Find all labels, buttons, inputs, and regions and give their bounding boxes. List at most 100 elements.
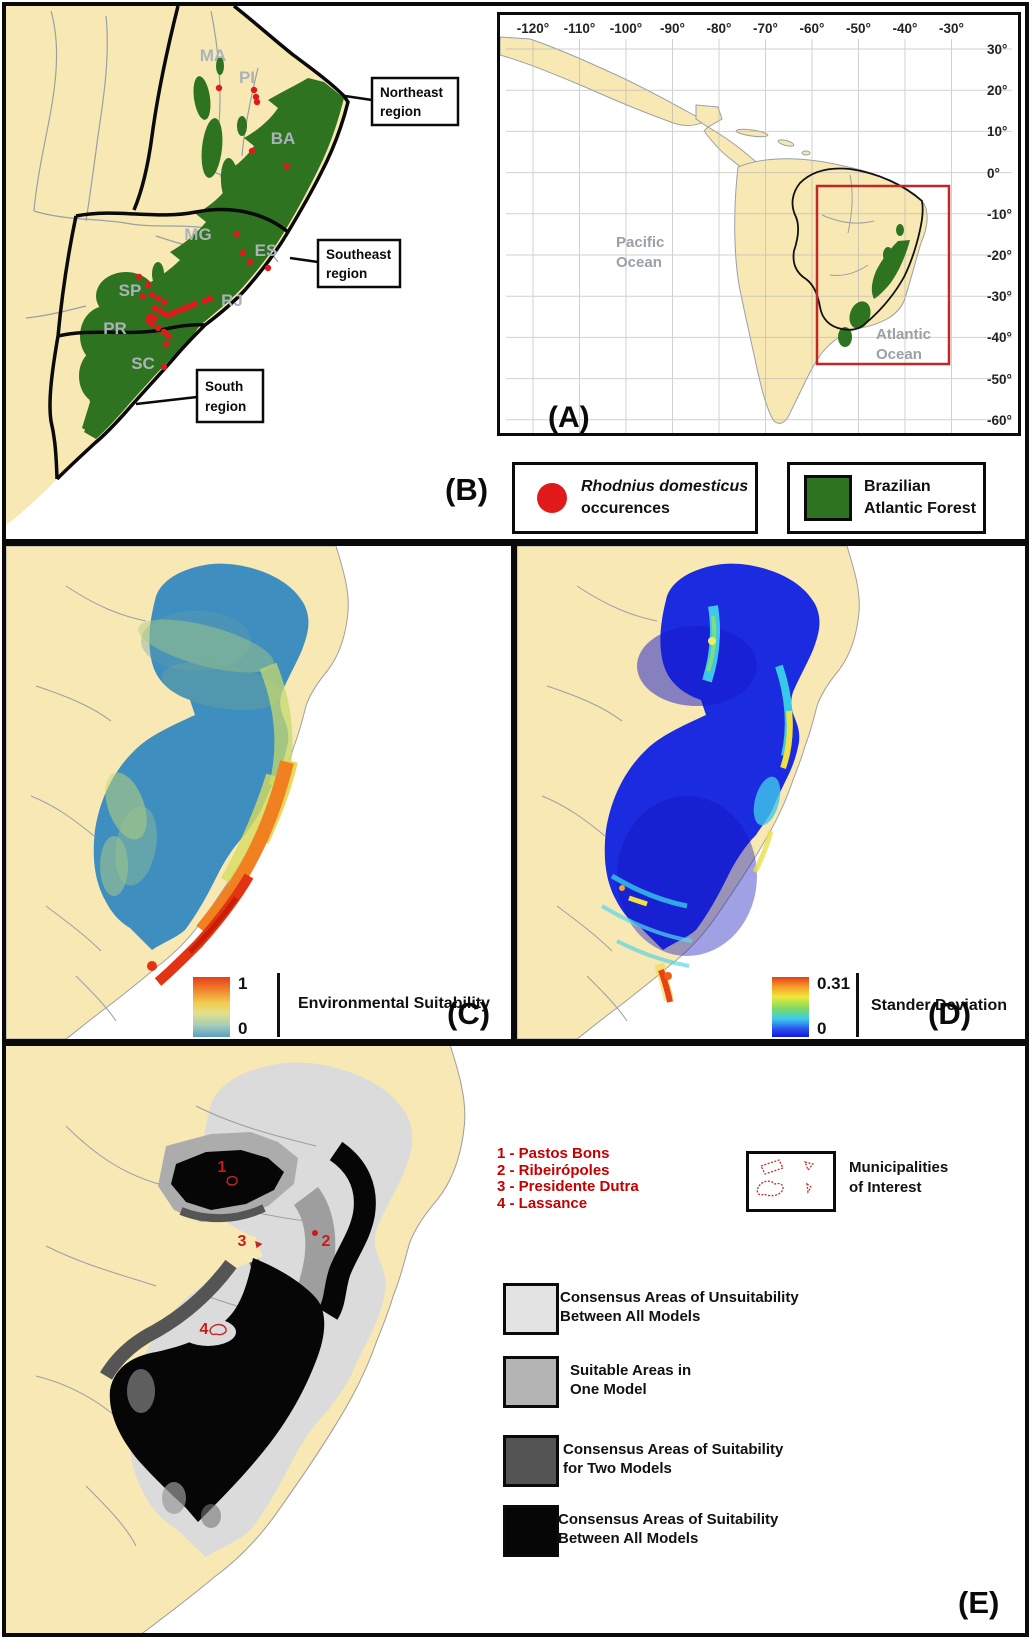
occurrence-dot — [252, 93, 260, 101]
state-label-sp: SP — [119, 281, 142, 300]
x-tick: -80° — [707, 21, 732, 36]
y-tick: 20° — [987, 83, 1007, 98]
state-label-sc: SC — [131, 354, 155, 373]
x-tick: -110° — [564, 21, 596, 36]
pacific-ocean-label: Ocean — [616, 254, 662, 271]
callout-line-south — [135, 395, 198, 406]
legend-label-all-models: Consensus Areas of Suitability Between A… — [558, 1511, 778, 1548]
panel-c-label: (C) — [447, 996, 491, 1031]
occurrence-dot — [148, 291, 156, 299]
callout-box-south — [195, 368, 265, 424]
municipalities-box — [746, 1151, 836, 1212]
x-tick: -30° — [939, 21, 964, 36]
y-tick: 30° — [987, 42, 1007, 57]
study-area-rectangle — [815, 184, 951, 366]
legend-line: Between All Models — [560, 1307, 701, 1325]
occurrence-dot — [144, 281, 152, 289]
occurrence-dot — [201, 297, 209, 305]
land-shapes — [499, 36, 928, 424]
site-1: 1 - Pastos Bons — [497, 1145, 610, 1162]
occurrence-dot — [160, 328, 168, 336]
callout-line-southeast — [289, 256, 319, 264]
stdev-scale-min: 0 — [817, 1019, 827, 1038]
callout-text-northeast-2: region — [380, 104, 421, 119]
stdev-scale-max: 0.31 — [817, 974, 851, 993]
panel-a-box: -120° -110° -100° -90° -80° -70° -60° -5… — [497, 12, 1021, 436]
callout-text-south-2: region — [205, 399, 246, 414]
site-outline-marks — [209, 1175, 318, 1336]
legend-label-one-model: Suitable Areas in One Model — [570, 1362, 691, 1399]
site-number-markers: 1 2 3 4 — [200, 1159, 331, 1338]
x-tick: -70° — [753, 21, 778, 36]
occurrence-dot — [165, 332, 173, 340]
panel-e-label: (E) — [958, 1585, 1000, 1620]
legend-line: One Model — [570, 1380, 647, 1398]
callout-box-southeast — [316, 238, 402, 289]
occurrence-dot — [161, 310, 169, 318]
y-tick: 0° — [987, 166, 1000, 181]
y-tick: -30° — [987, 289, 1012, 304]
admin-lines — [541, 585, 658, 1022]
x-tick: -120° — [517, 21, 549, 36]
y-tick: -10° — [987, 207, 1012, 222]
y-tick: 10° — [987, 124, 1007, 139]
forest-label-1: Brazilian — [864, 478, 931, 496]
pacific-ocean-label: Pacific — [616, 234, 664, 251]
region-border-lines — [48, 6, 350, 481]
occurrence-dot — [253, 98, 261, 106]
occurrence-dot — [139, 292, 147, 300]
callout-line-northeast — [344, 94, 373, 102]
occurrence-dot — [160, 298, 168, 306]
panel-e-map: 1 2 3 4 — [6, 1046, 1025, 1633]
occurrence-dot — [283, 162, 291, 170]
atlantic-ocean-label: Ocean — [876, 346, 922, 363]
occurrence-dot-icon — [537, 483, 567, 513]
occurrence-dot — [151, 314, 159, 322]
occurrence-dot — [156, 307, 164, 315]
x-tick: -50° — [846, 21, 871, 36]
site-marker-4: 4 — [200, 1321, 209, 1338]
occurrence-dot — [154, 294, 162, 302]
occurrence-dot — [181, 304, 189, 312]
x-axis-ticks: -120° -110° -100° -90° -80° -70° -60° -5… — [517, 21, 964, 36]
species-occurrences-label: occurences — [581, 500, 670, 517]
legend-swatch-one-model — [503, 1356, 559, 1408]
occurrence-dot — [160, 363, 168, 371]
forest-patches — [838, 224, 910, 347]
y-axis-ticks: 30° 20° 10° 0° -10° -20° -30° -40° -50° … — [987, 42, 1012, 428]
legend-line: Suitable Areas in — [570, 1362, 692, 1379]
callout-text-southeast-1: Southeast — [326, 247, 392, 262]
forest-swatch-icon — [804, 475, 852, 521]
occurrence-dot — [162, 340, 170, 348]
panel-a-label: (A) — [548, 401, 590, 433]
occurrence-dot — [154, 324, 162, 332]
occurrence-dot — [144, 316, 152, 324]
state-label-ma: MA — [200, 46, 226, 65]
panel-c-map — [6, 546, 511, 1039]
occurrence-legend-box: Rhodnius domesticus occurences — [512, 462, 758, 534]
occurrence-dot — [176, 306, 184, 314]
x-tick: -100° — [610, 21, 642, 36]
site-4: 4 - Lassance — [497, 1194, 588, 1212]
state-label-mg: MG — [184, 225, 211, 244]
suitability-legend-title: Environmental Suitability — [298, 995, 491, 1012]
suitability-colorbar — [193, 977, 230, 1037]
species-name: Rhodnius domesticus — [581, 478, 749, 496]
occurrence-dot — [191, 300, 199, 308]
legend-swatch-unsuitability — [503, 1283, 559, 1335]
panel-d-label: (D) — [928, 996, 972, 1031]
site-marker-1: 1 — [218, 1159, 227, 1176]
panel-b-map: MA PI BA MG ES SP RJ PR SC Northeast reg… — [6, 6, 491, 536]
occurrence-dot — [171, 308, 179, 316]
state-label-rj: RJ — [221, 291, 243, 310]
panel-d-map — [517, 546, 1025, 1039]
legend-label-two-models: Consensus Areas of Suitability for Two M… — [563, 1441, 783, 1478]
occurrence-dots — [135, 84, 291, 371]
occurrence-dot — [248, 147, 256, 155]
y-tick: -50° — [987, 372, 1012, 387]
suitability-scale-min: 0 — [238, 1019, 248, 1038]
site-list: 1 - Pastos Bons 2 - Ribeirópoles 3 - Pre… — [497, 1145, 639, 1212]
legend-line: Between All Models — [558, 1529, 699, 1547]
suitability-scale-max: 1 — [238, 974, 248, 993]
